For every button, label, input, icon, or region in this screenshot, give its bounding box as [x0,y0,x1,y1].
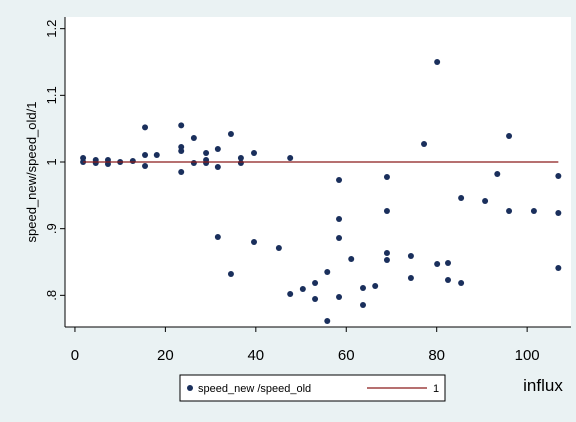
legend-label: 1 [433,383,439,395]
point [214,146,221,152]
point [336,216,343,222]
point [336,177,343,183]
point [251,239,258,245]
point [227,271,234,277]
point [178,148,185,154]
point [153,152,160,158]
x-tick-label: 80 [428,347,445,364]
point [555,265,562,271]
point [372,283,379,289]
point [324,318,331,324]
point [287,155,294,161]
point [142,152,149,158]
point [383,208,390,214]
point [458,195,465,201]
point [359,302,366,308]
point [434,261,441,267]
x-tick-label: 0 [71,347,79,364]
legend-label: speed_new /speed_old [198,383,311,395]
x-tick-label: 40 [247,347,264,364]
point [312,280,319,286]
point [190,160,197,166]
y-tick-label: .9 [44,223,59,234]
point [324,269,331,275]
point [494,171,501,177]
point [312,296,319,302]
point [383,257,390,263]
point [129,158,136,164]
point [458,280,465,286]
y-tick-label: .8 [44,290,59,301]
plot-area [65,17,571,327]
y-axis-label: speed_new/speed_old/1 [24,102,39,243]
point [287,291,294,297]
point [142,124,149,131]
x-axis-label: influx [523,376,563,395]
point [555,210,562,216]
point [383,174,390,180]
point [434,59,441,65]
point [178,122,185,129]
point [530,208,537,214]
legend-marker [187,385,193,391]
point [237,160,244,166]
point [348,256,355,262]
point [203,160,210,166]
point [336,235,343,241]
y-tick-label: 1.2 [44,20,59,38]
point [359,285,366,291]
point [407,253,414,259]
point [251,150,258,156]
point [203,150,210,156]
point [482,198,489,204]
point [445,260,452,266]
point [80,155,87,161]
y-tick-label: 1 [44,158,59,165]
point [336,294,343,300]
y-tick-label: 1.1 [44,86,59,104]
point [275,245,282,251]
x-tick-label: 60 [338,347,355,364]
point [407,275,414,281]
x-tick-label: 100 [515,347,540,364]
point [299,286,306,292]
point [555,173,562,179]
point [142,163,149,169]
point [227,131,234,137]
point [506,208,513,214]
point [190,135,197,141]
point [237,155,244,161]
point [92,160,99,166]
point [383,250,390,256]
point [445,277,452,283]
point [421,141,428,147]
point [214,234,221,240]
point [506,133,513,139]
point [178,169,185,175]
x-tick-label: 20 [157,347,174,364]
point [214,164,221,170]
